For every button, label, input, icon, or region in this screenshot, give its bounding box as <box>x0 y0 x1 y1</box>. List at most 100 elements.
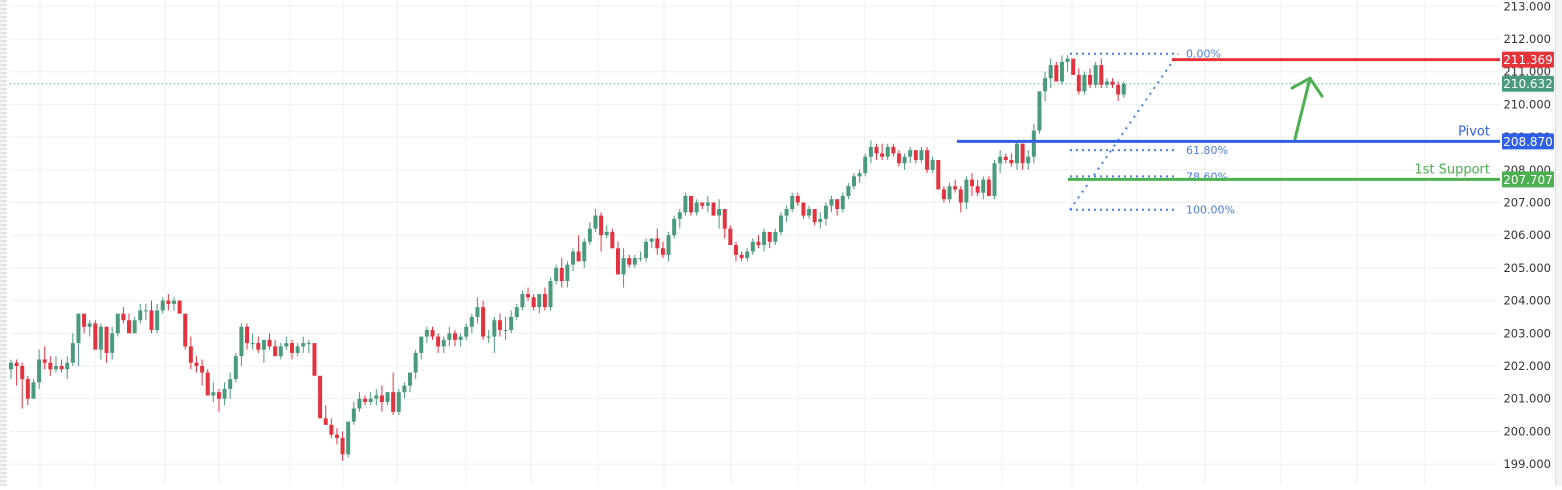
fib-level-label: 0.00% <box>1186 48 1221 61</box>
candle <box>1082 71 1087 95</box>
candle <box>318 375 323 419</box>
y-tick-label: 203.000 <box>1503 326 1551 340</box>
grid-lines <box>10 0 1500 486</box>
candle <box>660 241 665 259</box>
candle <box>829 195 834 213</box>
candle <box>65 356 70 380</box>
candle <box>919 146 924 164</box>
price-axis[interactable]: 213.000212.000211.000210.000209.000208.0… <box>1500 0 1556 486</box>
candle <box>874 143 879 160</box>
candle <box>239 323 244 366</box>
candle <box>812 209 817 226</box>
candle <box>1099 58 1104 89</box>
candle <box>334 428 339 445</box>
y-tick-label: 212.000 <box>1503 32 1551 46</box>
candle <box>194 356 199 373</box>
candle <box>1065 55 1070 72</box>
candle <box>37 349 42 389</box>
candle <box>852 173 856 190</box>
candle <box>278 343 283 360</box>
candle <box>171 297 176 311</box>
candle <box>160 297 165 314</box>
y-tick-label: 205.000 <box>1503 261 1551 275</box>
candle <box>216 388 221 412</box>
candle <box>823 202 828 226</box>
candle <box>250 333 255 350</box>
resistance-price-tag <box>1502 51 1554 68</box>
y-tick-label: 211.000 <box>1503 65 1551 79</box>
candle <box>464 323 469 340</box>
candle <box>233 352 238 383</box>
support-label: 1st Support <box>1414 162 1490 177</box>
candle <box>509 310 514 334</box>
candle <box>441 336 446 353</box>
candle <box>1059 55 1064 85</box>
left-edge-handle[interactable] <box>0 0 7 486</box>
candle <box>374 388 379 406</box>
candle <box>925 146 930 174</box>
candle <box>475 297 480 324</box>
candle <box>705 195 710 213</box>
candle <box>526 287 531 301</box>
pivot-label: Pivot <box>1458 124 1490 139</box>
candle <box>790 192 795 213</box>
candle <box>312 343 317 376</box>
candle <box>638 251 643 262</box>
candle <box>1110 78 1115 89</box>
candle <box>363 395 368 406</box>
horizontal-levels[interactable]: Pivot 1st Support <box>957 58 1500 181</box>
candle <box>717 199 722 229</box>
candle <box>998 150 1003 174</box>
candle <box>711 202 716 216</box>
candle <box>408 372 413 393</box>
candle <box>469 313 474 334</box>
right-edge-scrollbar[interactable] <box>1555 0 1562 486</box>
candle <box>458 333 463 347</box>
candle <box>896 150 901 167</box>
candle <box>672 215 677 239</box>
candle <box>801 202 806 219</box>
svg-text:211.369: 211.369 <box>1503 53 1553 67</box>
svg-text:208.870: 208.870 <box>1503 135 1553 149</box>
candle <box>913 150 918 164</box>
candle <box>419 336 424 360</box>
candle <box>1003 153 1008 164</box>
candle <box>42 346 47 370</box>
candle <box>245 323 250 350</box>
candle <box>31 379 36 399</box>
candle <box>632 254 637 268</box>
candle <box>1088 68 1093 89</box>
candle <box>610 228 615 249</box>
candle <box>115 313 120 337</box>
up-arrow-icon[interactable] <box>1290 76 1324 141</box>
candle <box>981 176 986 200</box>
candle <box>9 359 13 380</box>
candle <box>228 372 233 399</box>
candle <box>200 359 205 386</box>
candle <box>818 212 823 229</box>
candle <box>155 303 160 334</box>
candle <box>683 192 688 216</box>
candle <box>447 326 452 347</box>
candle <box>593 209 598 232</box>
candle <box>413 349 418 380</box>
candle <box>402 382 407 399</box>
candle <box>497 313 502 337</box>
candle <box>587 222 592 246</box>
candle <box>1020 143 1025 170</box>
candle <box>689 195 694 216</box>
price-tags: 211.369 208.870 207.707 210.632 <box>1502 51 1554 188</box>
candle <box>1076 68 1081 95</box>
candle <box>391 372 396 416</box>
candle <box>908 146 913 164</box>
y-tick-label: 207.000 <box>1503 196 1551 210</box>
candle <box>1014 140 1019 170</box>
candle <box>992 159 997 200</box>
candle <box>1026 150 1031 170</box>
candle <box>301 336 306 353</box>
candle <box>514 303 519 321</box>
candle <box>554 264 559 285</box>
candle <box>340 431 345 461</box>
